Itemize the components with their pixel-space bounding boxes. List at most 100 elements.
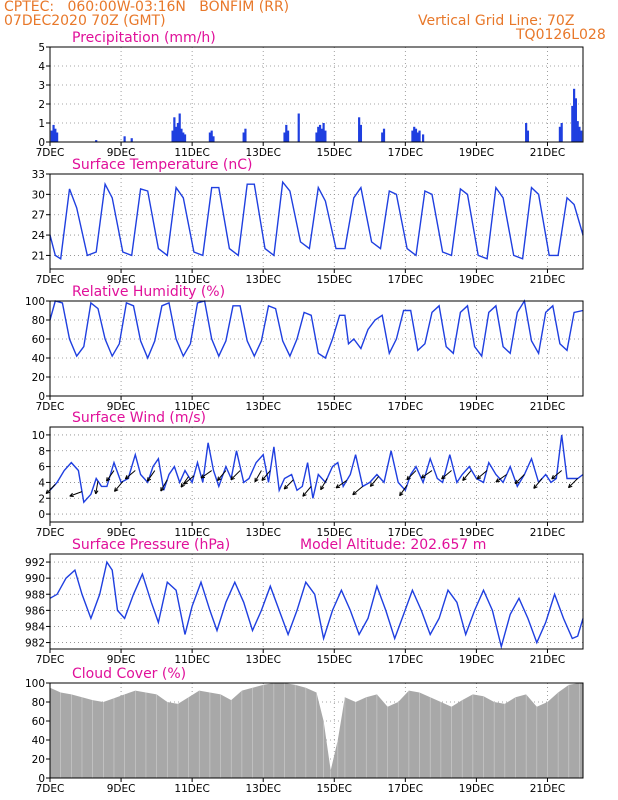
wind-arrow — [462, 470, 472, 481]
header-grid-line: Vertical Grid Line: 70Z — [418, 13, 575, 29]
wind-arrow — [114, 481, 124, 492]
wind-arrow — [551, 470, 563, 480]
wind-arrow-head — [230, 475, 233, 480]
wind-arrow-head — [441, 475, 444, 480]
precip-bar — [244, 128, 247, 142]
wind-arrow — [476, 470, 488, 480]
wind-arrow-head — [462, 476, 465, 481]
rh-series-line — [49, 299, 584, 360]
temp-panel — [46, 173, 584, 273]
rh-panel — [46, 299, 584, 400]
precip-bar — [413, 126, 416, 142]
pres-xtick-label: 13DEC — [245, 654, 280, 666]
wind-arrow — [568, 478, 579, 489]
pres-ytick-label: 990 — [25, 573, 45, 585]
header-date: 07DEC2020 70Z (GMT) — [4, 13, 166, 29]
wind-arrow-head — [462, 478, 467, 481]
cloud-title: Cloud Cover (%) — [72, 666, 186, 682]
wind-ytick-label: 0 — [38, 509, 45, 521]
wind-arrow-head — [146, 477, 149, 482]
wind-arrow — [160, 479, 168, 492]
precip-bar — [318, 124, 322, 142]
temp-ytick-label: 24 — [32, 230, 46, 242]
rh-title: Relative Humidity (%) — [72, 284, 225, 300]
wind-ytick-label: 10 — [32, 430, 45, 442]
wind-arrow-head — [160, 488, 165, 492]
wind-xtick-label: 13DEC — [245, 527, 280, 539]
pres-xtick-label: 9DEC — [107, 654, 136, 666]
wind-arrow — [302, 486, 312, 497]
wind-arrow-head — [441, 477, 446, 480]
wind-arrow-head — [200, 474, 204, 479]
header-station: CPTEC: 060:00W-03:16N BONFIM (RR) — [4, 0, 290, 15]
wind-arrow-head — [476, 477, 482, 480]
wind-arrow — [69, 491, 83, 497]
wind-panel — [45, 426, 584, 526]
precip-bar — [414, 128, 418, 142]
wind-arrow — [106, 470, 115, 482]
precip-ytick-label: 0 — [38, 137, 45, 149]
temp-xtick-label: 13DEC — [245, 274, 280, 286]
wind-arrow — [261, 470, 271, 481]
wind-arrow-head — [261, 478, 266, 481]
cloud-xtick-label: 11DEC — [174, 783, 209, 795]
wind-arrow — [217, 470, 227, 481]
wind-xtick-label: 15DEC — [317, 527, 352, 539]
precip-bar — [315, 132, 318, 142]
rh-xtick-label: 11DEC — [174, 401, 209, 413]
precip-bar — [175, 126, 178, 142]
precip-bar — [322, 123, 325, 142]
wind-ytick-label: 8 — [38, 446, 45, 458]
wind-arrow-head — [106, 478, 111, 482]
wind-arrow-head — [69, 492, 73, 497]
wind-arrow — [514, 474, 525, 485]
wind-arrow-head — [147, 478, 152, 482]
rh-xtick-label: 7DEC — [36, 401, 65, 413]
wind-xtick-label: 19DEC — [459, 527, 494, 539]
precip-frame — [49, 46, 584, 143]
wind-ytick-label: 2 — [38, 493, 45, 505]
wind-arrow-head — [302, 494, 307, 497]
precip-xtick-label: 21DEC — [530, 147, 565, 159]
temp-xtick-label: 17DEC — [388, 274, 423, 286]
cloud-frame — [49, 682, 584, 779]
pres-xtick-label: 21DEC — [530, 654, 565, 666]
wind-arrow-head — [551, 475, 554, 480]
precip-xtick-label: 9DEC — [107, 147, 136, 159]
pres-series-line — [49, 560, 584, 650]
wind-arrow-head — [369, 482, 372, 487]
temp-xtick-label: 15DEC — [317, 274, 352, 286]
rh-ytick-label: 80 — [32, 315, 45, 327]
wind-arrow-head — [352, 493, 357, 496]
precip-xtick-label: 13DEC — [245, 147, 280, 159]
rh-xtick-label: 19DEC — [459, 401, 494, 413]
pres-title: Surface Pressure (hPa) — [72, 537, 230, 553]
pres-xtick-label: 17DEC — [388, 654, 423, 666]
wind-arrow — [495, 474, 507, 483]
cloud-ytick-label: 80 — [32, 697, 45, 709]
precip-xtick-label: 19DEC — [459, 147, 494, 159]
wind-arrow-head — [320, 487, 325, 491]
pres-panel — [46, 553, 584, 653]
wind-arrow-head — [568, 485, 573, 489]
pres-frame — [49, 553, 584, 650]
wind-arrow-head — [106, 477, 108, 482]
cloud-panel — [46, 682, 584, 782]
temp-title: Surface Temperature (nC) — [72, 157, 253, 173]
precip-bar — [285, 124, 288, 142]
wind-arrow-head — [495, 480, 500, 483]
precip-bar — [173, 117, 176, 142]
wind-arrow — [441, 470, 452, 480]
pres-ytick-label: 984 — [25, 621, 45, 633]
precip-bar — [54, 128, 57, 142]
precip-bar — [571, 105, 574, 142]
precip-bar — [358, 117, 361, 142]
rh-xtick-label: 13DEC — [245, 401, 280, 413]
wind-arrow-head — [495, 478, 499, 483]
wind-arrow-head — [45, 491, 51, 495]
cloud-xtick-label: 21DEC — [530, 783, 565, 795]
precip-bar — [381, 132, 384, 142]
precip-xtick-label: 17DEC — [388, 147, 423, 159]
wind-arrow-head — [514, 479, 517, 484]
wind-arrow — [352, 485, 364, 496]
